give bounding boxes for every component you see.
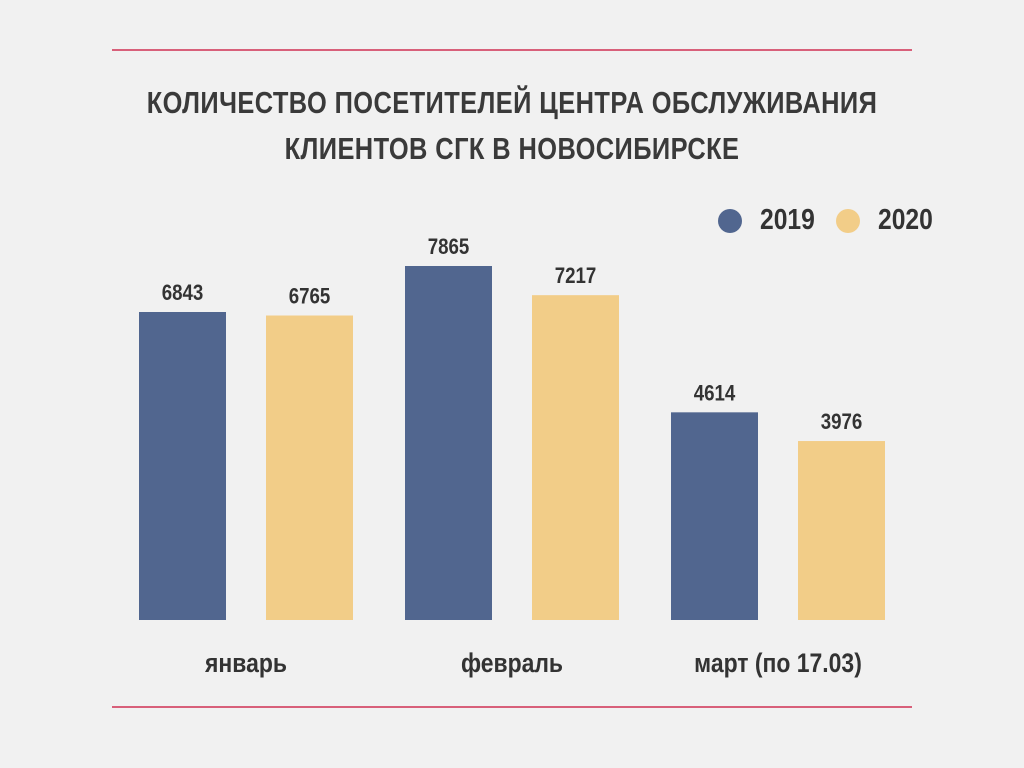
- bar-2019-0: [139, 311, 226, 620]
- data-label-2019-0: 6843: [162, 282, 204, 306]
- bar-2020-1: [532, 295, 619, 620]
- title-line-2: КЛИЕНТОВ СГК В НОВОСИБИРСКЕ: [284, 131, 740, 166]
- bar-2019-1: [405, 266, 492, 620]
- legend-swatch-2020: [836, 208, 860, 233]
- chart-legend: 2019 2020: [0, 204, 1024, 248]
- bar-2020-2: [798, 441, 885, 620]
- bottom-divider: [112, 706, 912, 708]
- title-line-1: КОЛИЧЕСТВО ПОСЕТИТЕЛЕЙ ЦЕНТРА ОБСЛУЖИВАН…: [146, 85, 878, 120]
- legend-item-2019: 2019: [718, 204, 825, 237]
- category-label-2: март (по 17.03): [694, 648, 862, 678]
- data-label-2020-1: 7217: [555, 265, 597, 289]
- chart-title: КОЛИЧЕСТВО ПОСЕТИТЕЛЕЙ ЦЕНТРА ОБСЛУЖИВАН…: [143, 80, 881, 172]
- data-label-2020-0: 6765: [289, 285, 331, 309]
- data-label-2019-1: 7865: [428, 236, 470, 260]
- legend-item-2020: 2020: [836, 204, 943, 237]
- bar-2020-0: [266, 315, 353, 620]
- legend-swatch-2019: [718, 208, 742, 233]
- category-label-1: февраль: [461, 648, 563, 678]
- legend-label-2020: 2020: [878, 204, 933, 236]
- category-label-0: январь: [204, 648, 287, 678]
- data-label-2020-2: 3976: [821, 411, 863, 435]
- data-label-2019-2: 4614: [694, 382, 736, 406]
- legend-label-2019: 2019: [760, 204, 815, 236]
- top-divider: [112, 49, 912, 51]
- bar-2019-2: [671, 412, 758, 620]
